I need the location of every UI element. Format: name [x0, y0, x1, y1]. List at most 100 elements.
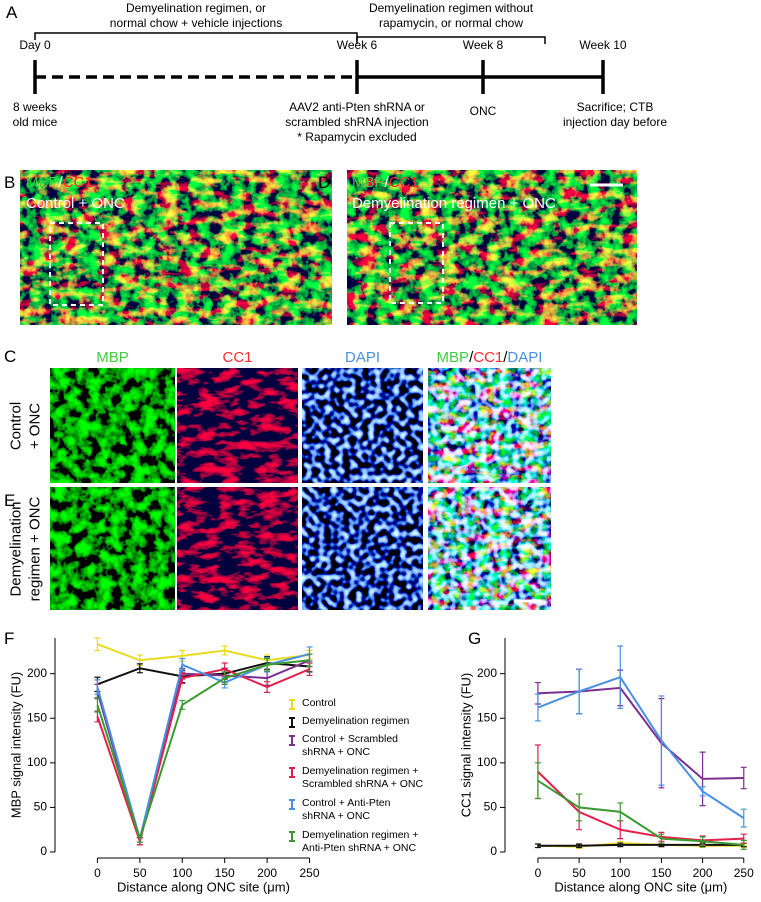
- micrograph-channel: [302, 487, 423, 610]
- error-bar: [94, 679, 101, 695]
- x-tick-label: 100: [610, 866, 630, 880]
- error-bar: [264, 681, 271, 693]
- timeline-note: Sacrifice; CTB injection day before: [562, 100, 668, 129]
- legend-entry: Control + Scrambled shRNA + ONC: [302, 733, 399, 759]
- panel-label: B: [4, 173, 16, 192]
- x-tick-label: 0: [94, 866, 101, 880]
- stain-label-part: CC1: [388, 174, 419, 191]
- timeline-bracket: [356, 36, 546, 44]
- error-bar: [699, 786, 706, 797]
- roi-box: [49, 222, 104, 306]
- error-bar: [699, 836, 706, 847]
- panel-label: C: [4, 347, 17, 366]
- panel-label: G: [468, 629, 482, 648]
- legend-entry: Control: [302, 697, 336, 709]
- error-bar: [658, 833, 665, 844]
- legend-swatch: [289, 767, 295, 778]
- legend-swatch: [289, 717, 295, 728]
- x-tick-label: 200: [693, 866, 713, 880]
- timeline-bracket: [34, 32, 358, 40]
- series-line: [96, 659, 310, 846]
- error-bar: [617, 802, 624, 822]
- legend-swatch: [289, 799, 295, 810]
- error-bar: [740, 766, 747, 790]
- micrograph-channel: [20, 170, 332, 325]
- x-tick-label: 0: [535, 866, 542, 880]
- y-tick-label: 50: [484, 800, 498, 814]
- column-label: MBP: [96, 349, 129, 366]
- series-line: [537, 686, 744, 780]
- x-tick-label: 50: [133, 866, 147, 880]
- y-tick-label: 50: [34, 800, 48, 814]
- milestone-label: Week 10: [579, 38, 627, 52]
- error-bar: [534, 843, 541, 849]
- micrograph-channel: [50, 368, 175, 483]
- y-axis-label: MBP signal intensity (FU): [8, 672, 23, 818]
- column-label: CC1: [222, 349, 253, 366]
- error-bar: [94, 697, 101, 713]
- column-label: MBP/CC1/DAPI: [437, 349, 543, 368]
- panel-label: E: [4, 491, 16, 510]
- stain-label: MBP/CC1: [352, 174, 419, 193]
- stain-label: MBP/CC1: [26, 174, 93, 193]
- bracket-label: Demyelination regimen without rapamycin,…: [368, 1, 534, 30]
- y-tick-label: 100: [477, 755, 497, 769]
- x-tick-label: 250: [734, 866, 754, 880]
- y-tick-label: 0: [40, 844, 47, 858]
- error-bar: [576, 668, 583, 715]
- x-tick-label: 150: [651, 866, 671, 880]
- error-bar: [221, 671, 228, 685]
- y-tick-label: 0: [490, 844, 497, 858]
- error-bar: [264, 657, 271, 672]
- series-line: [537, 843, 744, 847]
- error-bar: [534, 762, 541, 800]
- series-line: [537, 771, 744, 842]
- column-label-part: MBP: [436, 349, 470, 366]
- stain-label-part: /: [58, 174, 63, 191]
- legend-entry: Demyelination regimen: [302, 715, 410, 727]
- x-tick-label: 250: [300, 866, 320, 880]
- stain-label-part: CC1: [62, 174, 93, 191]
- stain-label-part: /: [384, 174, 389, 191]
- x-axis-label: Distance along ONC site (μm): [117, 879, 290, 894]
- legend-swatch: [289, 735, 295, 746]
- roi-box: [389, 222, 444, 304]
- panel-label: D: [318, 173, 331, 192]
- condition-label: Demyelination regimen + ONC: [352, 195, 556, 212]
- series-line: [96, 659, 310, 842]
- legend-entry: Demyelination regimen + Anti-Pten shRNA …: [302, 829, 419, 855]
- milestone-label: Day 0: [19, 38, 51, 52]
- error-bar: [94, 637, 101, 652]
- micrograph-channel: [177, 368, 298, 483]
- y-tick-label: 150: [27, 710, 47, 724]
- column-label-part: DAPI: [507, 349, 543, 366]
- error-bar: [576, 793, 583, 822]
- timeline-note: 8 weeks old mice: [12, 100, 58, 129]
- y-tick-label: 150: [477, 710, 497, 724]
- series-line: [97, 643, 310, 662]
- column-label-part: CC1: [473, 349, 504, 366]
- x-tick-label: 50: [572, 866, 586, 880]
- series-line: [537, 676, 745, 819]
- column-label-part: /: [503, 349, 508, 366]
- legend-swatch: [289, 699, 295, 710]
- panel-label: A: [6, 3, 18, 22]
- milestone-label: Week 8: [462, 38, 504, 52]
- error-bar: [306, 653, 313, 668]
- error-bar: [699, 751, 706, 807]
- column-label-part: /: [469, 349, 474, 366]
- y-axis-label: CC1 signal intensity (FU): [458, 673, 473, 818]
- column-label: DAPI: [344, 349, 381, 366]
- row-label: Demyelination regimen + ONC: [7, 496, 43, 601]
- error-bar: [617, 842, 624, 848]
- error-bar: [136, 834, 143, 843]
- panel-label: F: [4, 629, 15, 648]
- timeline-note: ONC: [469, 104, 497, 118]
- milestone-label: Week 6: [336, 38, 378, 52]
- legend-swatch: [289, 831, 295, 842]
- micrograph-channel: [302, 368, 423, 483]
- micrograph-channel: [177, 487, 298, 610]
- series-line: [96, 668, 310, 845]
- x-tick-label: 200: [257, 866, 277, 880]
